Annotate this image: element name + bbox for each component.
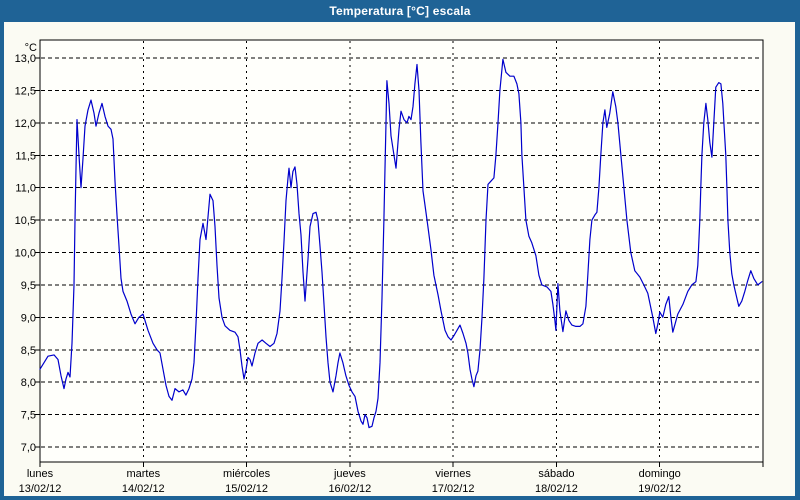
x-day-labels: lunes 13/02/12 martes 14/02/12 miércoles 15/0… [19,468,682,495]
svg-text:9,5: 9,5 [21,280,36,292]
day-date-label: 17/02/12 [432,483,475,495]
svg-text:12,5: 12,5 [15,85,36,97]
x-gridlines [142,41,661,461]
svg-text:9,0: 9,0 [21,312,36,324]
window-frame-left [0,22,4,500]
svg-text:12,0: 12,0 [15,118,36,130]
temperature-line [39,58,763,429]
y-axis-unit: °C [25,42,37,54]
y-tick-labels: 13,0 12,5 12,0 11,5 11,0 10,5 10,0 9,5 9,0 8,5 8,0… [15,42,37,454]
svg-text:11,0: 11,0 [15,183,36,195]
window-title: Temperatura [°C] escala [329,4,471,18]
day-name-label: domingo [639,468,681,480]
day-date-label: 16/02/12 [328,483,371,495]
window-frame-right [795,22,800,500]
day-name-label: lunes [27,468,54,480]
svg-text:10,0: 10,0 [15,248,36,260]
svg-text:7,5: 7,5 [21,410,36,422]
axis-ticks [35,57,764,467]
day-date-label: 13/02/12 [19,483,62,495]
window-frame-bottom [0,496,800,500]
plot-area [40,40,763,462]
svg-text:8,5: 8,5 [21,345,36,357]
y-gridlines [41,57,762,448]
window-titlebar[interactable]: Temperatura [°C] escala [0,0,800,22]
day-date-label: 19/02/12 [638,483,681,495]
svg-text:8,0: 8,0 [21,377,36,389]
day-name-label: miércoles [223,468,271,480]
day-name-label: sábado [538,468,574,480]
day-date-label: 14/02/12 [122,483,165,495]
day-name-label: viernes [435,468,471,480]
day-name-label: jueves [333,468,366,480]
svg-text:13,0: 13,0 [15,53,36,65]
day-date-label: 15/02/12 [225,483,268,495]
svg-text:7,0: 7,0 [21,442,36,454]
day-name-label: martes [126,468,160,480]
day-date-label: 18/02/12 [535,483,578,495]
plot-border [39,39,764,463]
svg-text:11,5: 11,5 [15,150,36,162]
svg-text:10,5: 10,5 [15,215,36,227]
